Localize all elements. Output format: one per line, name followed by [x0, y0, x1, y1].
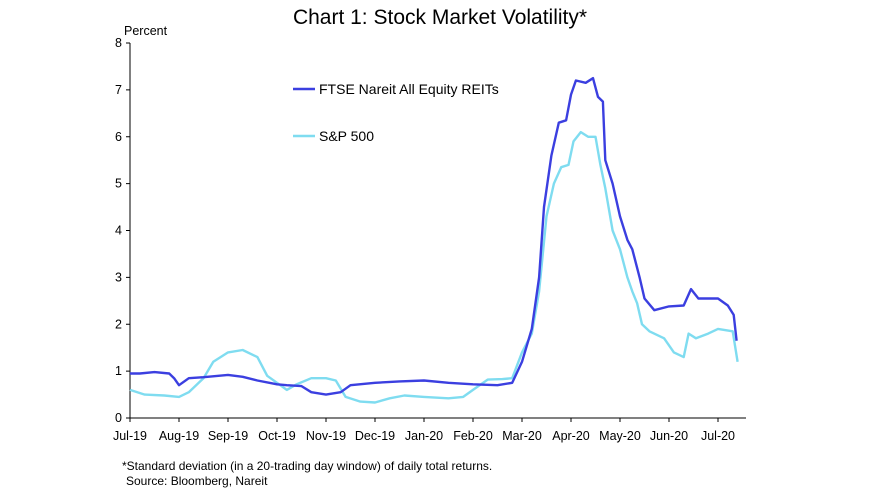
x-tick-label: Apr-20 [552, 429, 590, 443]
x-tick-label: Feb-20 [453, 429, 493, 443]
x-tick-label: Jun-20 [650, 429, 688, 443]
footnote-source: Source: Bloomberg, Nareit [126, 474, 268, 488]
series-layer [129, 77, 739, 404]
y-axis-unit-label: Percent [124, 24, 168, 38]
legend-label-ftse-nareit-all-equity-reits: FTSE Nareit All Equity REITs [319, 81, 499, 97]
series-line-ftse-nareit-all-equity-reits [130, 77, 738, 396]
footnote: *Standard deviation (in a 20-trading day… [122, 459, 492, 489]
x-tick-label: Oct-19 [258, 429, 296, 443]
y-tick-label: 5 [115, 177, 122, 191]
y-tick-label: 6 [115, 130, 122, 144]
series-line-s-p-500 [129, 130, 739, 404]
y-tick-label: 2 [115, 317, 122, 331]
x-tick-label: Jan-20 [405, 429, 443, 443]
x-tick-label: Mar-20 [502, 429, 542, 443]
y-tick-label: 0 [115, 411, 122, 425]
x-tick-label: Jul-20 [701, 429, 735, 443]
x-tick-label: Nov-19 [306, 429, 346, 443]
y-tick-label: 3 [115, 270, 122, 284]
y-tick-label: 7 [115, 83, 122, 97]
x-tick-label: Aug-19 [159, 429, 199, 443]
y-tick-label: 4 [115, 224, 122, 238]
legend: FTSE Nareit All Equity REITs S&P 500 [293, 81, 499, 144]
legend-label-s-p-500: S&P 500 [319, 128, 374, 144]
y-tick-label: 8 [115, 36, 122, 50]
footnote-definition: *Standard deviation (in a 20-trading day… [122, 459, 493, 473]
x-tick-label: Jul-19 [113, 429, 147, 443]
y-tick-label: 1 [115, 364, 122, 378]
x-tick-label: Dec-19 [355, 429, 395, 443]
chart-title: Chart 1: Stock Market Volatility* [292, 6, 588, 29]
x-tick-label: May-20 [599, 429, 641, 443]
x-tick-label: Sep-19 [208, 429, 248, 443]
axes: 0 1 2 3 4 5 6 7 8 Jul-19 Aug-19 Sep-19 Oct-19 Nov-19 D… [113, 36, 746, 443]
